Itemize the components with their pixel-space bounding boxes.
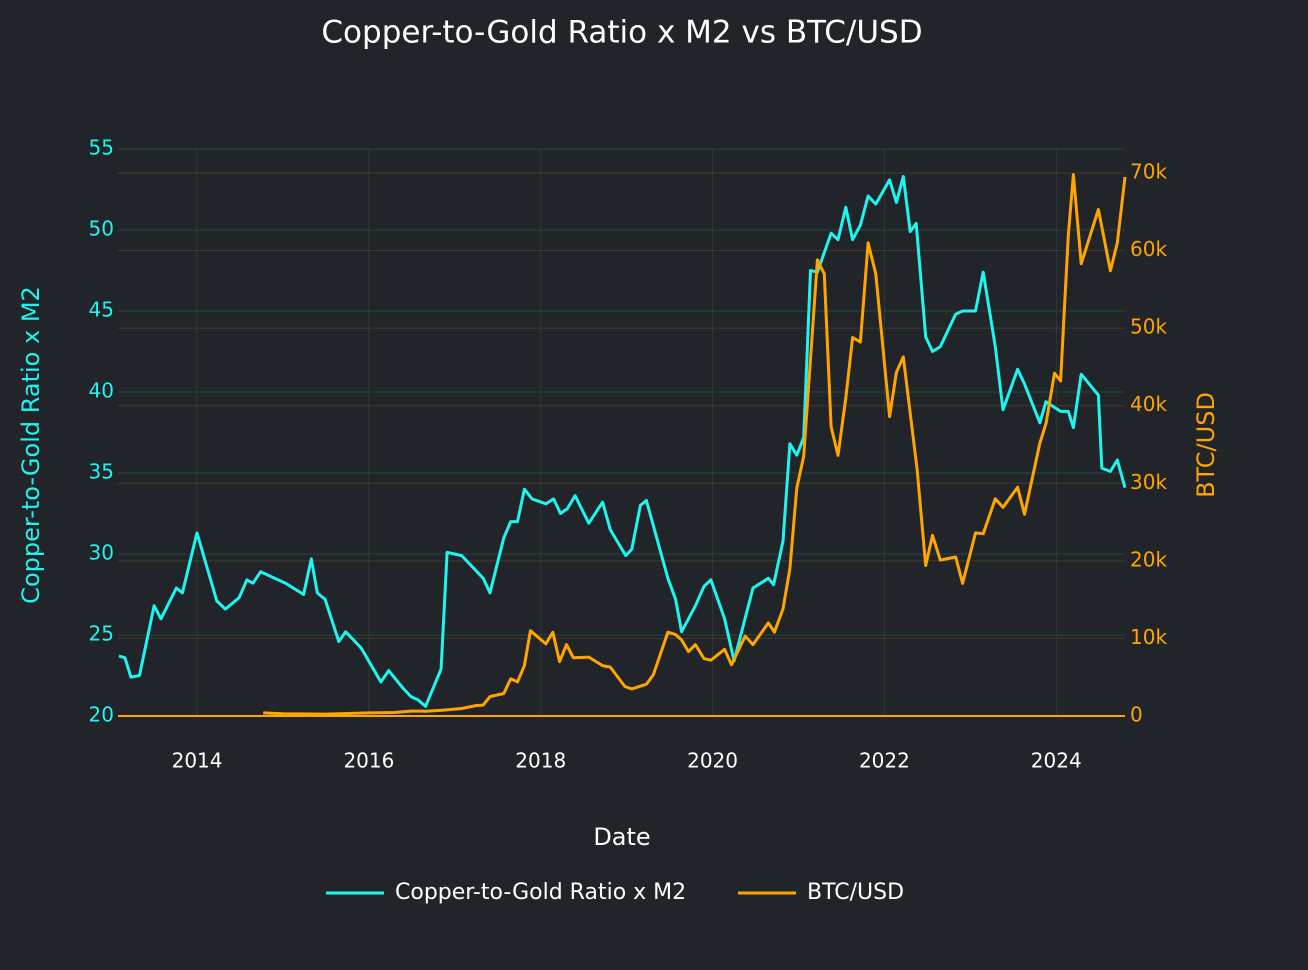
x-axis-title: Date xyxy=(593,823,650,851)
y2-tick-label: 60k xyxy=(1130,237,1167,261)
y2-tick-label: 40k xyxy=(1130,392,1167,416)
legend-label: Copper-to-Gold Ratio x M2 xyxy=(395,880,686,905)
y2-tick-label: 10k xyxy=(1130,625,1167,649)
y-axis-title: Copper-to-Gold Ratio x M2 xyxy=(17,286,45,604)
y-tick-label: 55 xyxy=(89,136,114,160)
y-tick-label: 45 xyxy=(89,298,114,322)
line-series xyxy=(118,175,1127,708)
y2-tick-label: 70k xyxy=(1130,160,1167,184)
x-tick-label: 2024 xyxy=(1031,749,1082,773)
x-tick-label: 2014 xyxy=(172,749,223,773)
y2-axis-title: BTC/USD xyxy=(1192,392,1220,498)
y2-tick-label: 50k xyxy=(1130,315,1167,339)
x-tick-label: 2020 xyxy=(687,749,738,773)
chart-title: Copper-to-Gold Ratio x M2 vs BTC/USD xyxy=(321,15,922,51)
x-tick-label: 2022 xyxy=(859,749,910,773)
y-tick-label: 50 xyxy=(89,217,114,241)
y2-tick-label: 0 xyxy=(1130,703,1143,727)
y-tick-label: 20 xyxy=(89,703,114,727)
y2-tick-label: 30k xyxy=(1130,470,1167,494)
line-series xyxy=(263,173,1127,716)
y2-tick-label: 20k xyxy=(1130,547,1167,571)
x-tick-label: 2018 xyxy=(515,749,566,773)
y-tick-label: 25 xyxy=(89,622,114,646)
y-tick-label: 30 xyxy=(89,541,114,565)
y-tick-label: 40 xyxy=(89,379,114,403)
legend-label: BTC/USD xyxy=(807,880,904,905)
y-tick-label: 35 xyxy=(89,460,114,484)
x-tick-label: 2016 xyxy=(343,749,394,773)
